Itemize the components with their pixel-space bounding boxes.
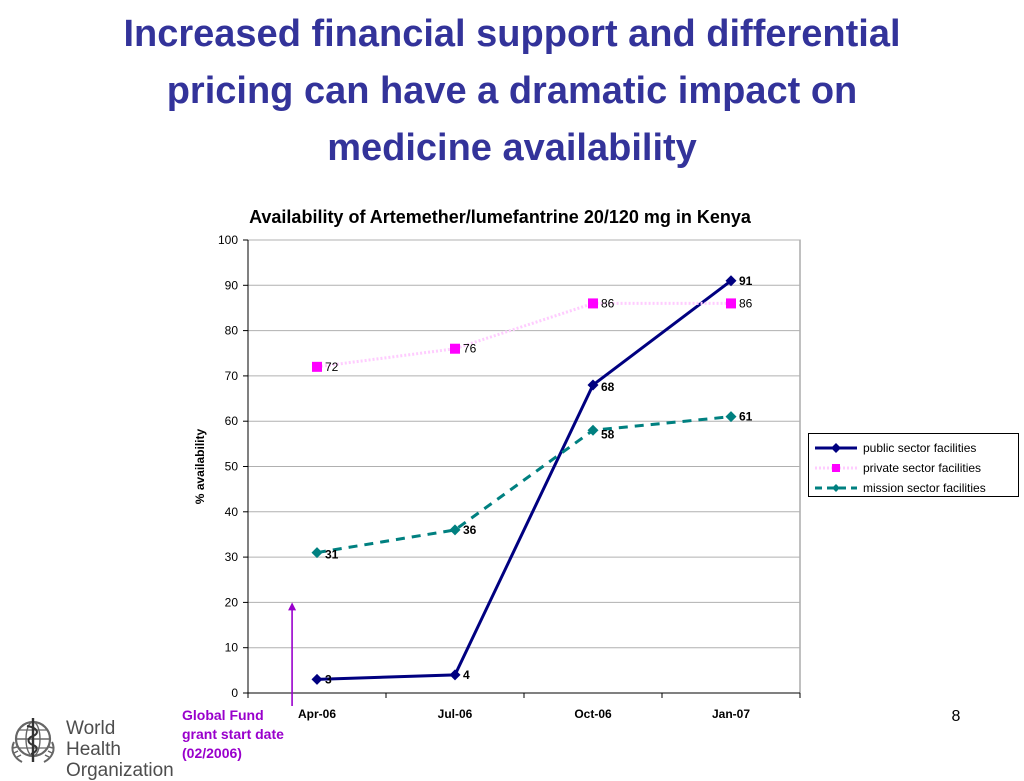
series-line-private bbox=[316, 301, 731, 369]
y-tick-label-80: 80 bbox=[225, 324, 239, 338]
y-tick-label-90: 90 bbox=[225, 278, 239, 292]
marker-mission-2 bbox=[587, 424, 599, 436]
who-logo-text: World Health Organization bbox=[66, 718, 174, 781]
x-tick-label-Jan-07: Jan-07 bbox=[712, 707, 750, 721]
y-tick-label-10: 10 bbox=[225, 641, 239, 655]
legend-swatch-mission-icon bbox=[815, 484, 857, 492]
chart-title: Availability of Artemether/lumefantrine … bbox=[249, 207, 751, 227]
marker-private-3 bbox=[726, 298, 736, 309]
marker-private-0 bbox=[312, 361, 322, 372]
annotation-line-3: (02/2006) bbox=[182, 745, 242, 761]
legend-label-private: private sector facilities bbox=[863, 461, 982, 475]
data-label-mission-1: 36 bbox=[463, 523, 477, 537]
y-tick-label-50: 50 bbox=[225, 460, 239, 474]
y-tick-label-70: 70 bbox=[225, 369, 239, 383]
data-label-public-2: 68 bbox=[601, 380, 615, 394]
x-tick-label-Apr-06: Apr-06 bbox=[298, 707, 336, 721]
who-logo-line-2: Organization bbox=[66, 760, 174, 781]
marker-mission-3 bbox=[725, 411, 737, 423]
data-label-mission-0: 31 bbox=[325, 548, 339, 562]
y-tick-label-40: 40 bbox=[225, 505, 239, 519]
data-label-public-1: 4 bbox=[463, 668, 470, 682]
legend-item-private: private sector facilities bbox=[815, 458, 1018, 478]
slide-title: Increased financial support and differen… bbox=[20, 6, 1004, 177]
chart-legend: public sector facilities private sector … bbox=[808, 433, 1019, 497]
marker-private-1 bbox=[450, 343, 460, 354]
x-tick-label-Oct-06: Oct-06 bbox=[574, 707, 612, 721]
marker-mission-0 bbox=[311, 547, 323, 559]
series-line-public bbox=[316, 279, 732, 681]
x-tick-label-Jul-06: Jul-06 bbox=[438, 707, 473, 721]
data-label-mission-3: 61 bbox=[739, 410, 753, 424]
y-axis-label: % availability bbox=[193, 428, 207, 504]
y-tick-label-60: 60 bbox=[225, 414, 239, 428]
grant-start-annotation: Global Fund grant start date (02/2006) bbox=[182, 706, 322, 763]
slide-title-line-3: medicine availability bbox=[327, 127, 697, 169]
legend-swatch-private-icon bbox=[815, 464, 857, 472]
marker-private-2 bbox=[588, 298, 598, 309]
y-tick-label-100: 100 bbox=[218, 233, 238, 247]
who-logo-line-1: World Health bbox=[66, 718, 121, 760]
page-number: 8 bbox=[951, 708, 961, 725]
slide-title-line-2: pricing can have a dramatic impact on bbox=[166, 70, 858, 112]
marker-mission-1 bbox=[449, 524, 461, 536]
y-tick-label-20: 20 bbox=[225, 595, 239, 609]
who-emblem-icon bbox=[11, 718, 55, 763]
slide-title-line-1: Increased financial support and differen… bbox=[123, 13, 901, 55]
annotation-arrow-head bbox=[288, 602, 297, 611]
who-logo: World Health Organization bbox=[4, 712, 174, 781]
y-tick-label-30: 30 bbox=[225, 550, 239, 564]
y-tick-label-0: 0 bbox=[231, 686, 238, 700]
legend-label-public: public sector facilities bbox=[863, 441, 977, 455]
data-label-private-2: 86 bbox=[601, 296, 615, 310]
data-label-private-3: 86 bbox=[739, 296, 753, 310]
annotation-line-2: grant start date bbox=[182, 726, 284, 742]
data-label-mission-2: 58 bbox=[601, 427, 615, 441]
data-label-public-0: 3 bbox=[325, 672, 332, 686]
marker-public-2 bbox=[587, 379, 599, 391]
marker-public-0 bbox=[311, 673, 323, 685]
series-line-mission bbox=[316, 415, 732, 555]
data-label-public-3: 91 bbox=[739, 274, 753, 288]
legend-item-public: public sector facilities bbox=[815, 438, 1018, 458]
marker-public-3 bbox=[725, 275, 737, 287]
legend-swatch-public-icon bbox=[815, 443, 857, 453]
data-label-private-1: 76 bbox=[463, 342, 477, 356]
legend-label-mission: mission sector facilities bbox=[863, 481, 986, 495]
legend-item-mission: mission sector facilities bbox=[815, 478, 1018, 498]
annotation-line-1: Global Fund bbox=[182, 707, 264, 723]
marker-public-1 bbox=[449, 669, 461, 681]
data-label-private-0: 72 bbox=[325, 360, 339, 374]
